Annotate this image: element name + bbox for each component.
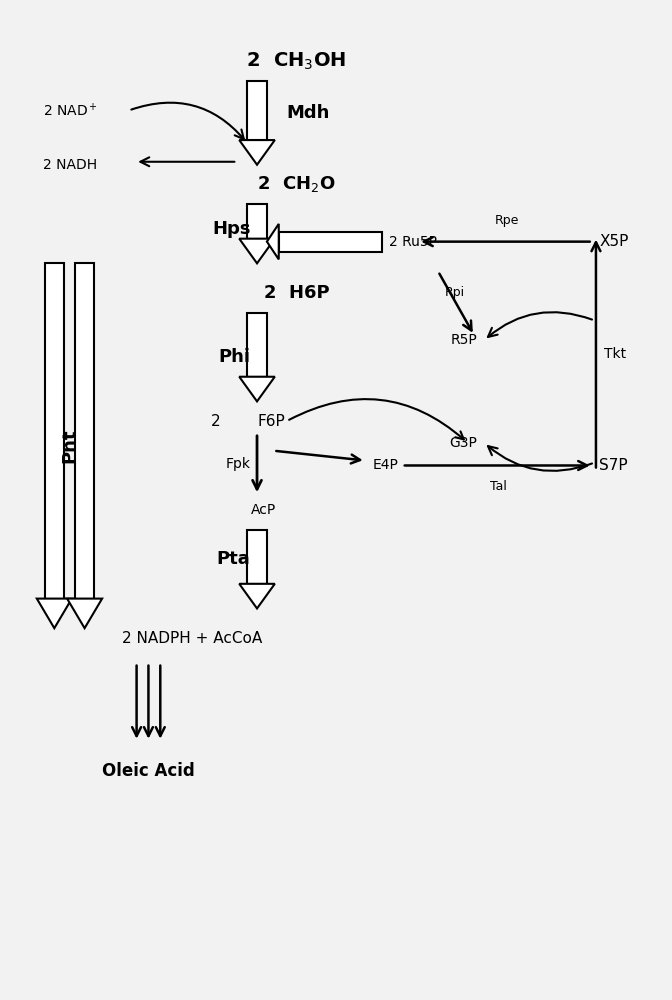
Text: 2 NAD$^+$: 2 NAD$^+$: [43, 102, 98, 119]
Text: E4P: E4P: [372, 458, 398, 472]
Text: Rpe: Rpe: [495, 214, 519, 227]
Polygon shape: [267, 224, 279, 259]
Text: 2  H6P: 2 H6P: [263, 284, 329, 302]
Text: Pnt: Pnt: [60, 429, 79, 463]
Polygon shape: [67, 599, 102, 628]
Text: 2 NADH: 2 NADH: [43, 158, 97, 172]
Text: Phi: Phi: [218, 348, 251, 366]
Text: Oleic Acid: Oleic Acid: [102, 762, 195, 780]
Polygon shape: [247, 204, 267, 239]
Text: Tal: Tal: [491, 480, 507, 493]
Text: Tkt: Tkt: [604, 347, 626, 361]
Text: G3P: G3P: [450, 436, 478, 450]
Text: 2 NADPH + AcCoA: 2 NADPH + AcCoA: [122, 631, 262, 646]
Text: 2  CH$_3$OH: 2 CH$_3$OH: [247, 51, 347, 72]
Polygon shape: [247, 530, 267, 584]
Text: 2: 2: [211, 414, 221, 429]
Polygon shape: [75, 263, 94, 599]
Text: 2  CH$_2$O: 2 CH$_2$O: [257, 174, 336, 194]
Polygon shape: [239, 239, 275, 263]
Text: 2 Ru5P: 2 Ru5P: [388, 235, 437, 249]
Text: AcP: AcP: [251, 503, 276, 517]
Text: S7P: S7P: [599, 458, 628, 473]
Polygon shape: [247, 81, 267, 140]
Text: Fpk: Fpk: [225, 457, 251, 471]
Text: X5P: X5P: [599, 234, 628, 249]
Text: Rpi: Rpi: [445, 286, 465, 299]
Text: Hps: Hps: [212, 220, 251, 238]
Polygon shape: [45, 263, 64, 599]
Polygon shape: [247, 313, 267, 377]
Text: Mdh: Mdh: [287, 104, 330, 122]
Text: R5P: R5P: [451, 333, 478, 347]
Polygon shape: [279, 232, 382, 251]
Polygon shape: [239, 584, 275, 608]
Polygon shape: [37, 599, 72, 628]
Text: Pta: Pta: [216, 550, 251, 568]
Polygon shape: [239, 377, 275, 401]
Text: F6P: F6P: [257, 414, 285, 429]
Polygon shape: [239, 140, 275, 165]
